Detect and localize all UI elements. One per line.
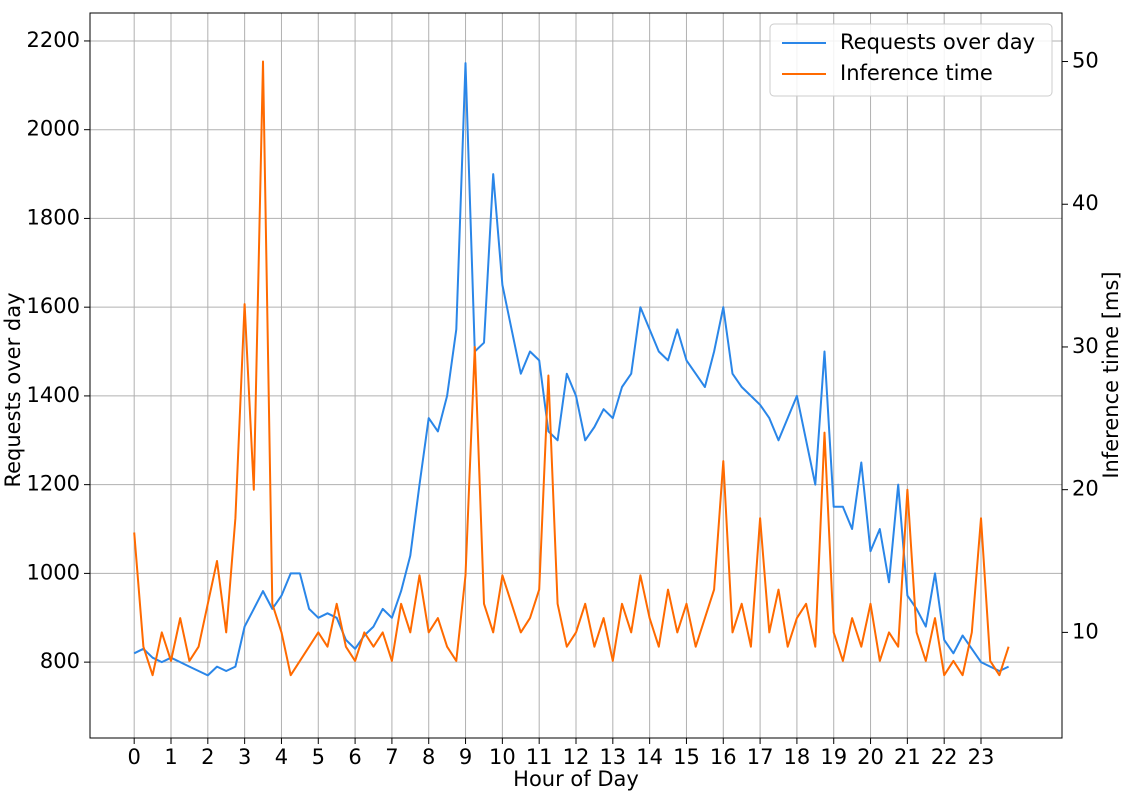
x-tick-label: 13 xyxy=(599,745,626,769)
x-tick-label: 2 xyxy=(201,745,214,769)
x-tick-label: 21 xyxy=(894,745,921,769)
x-tick-label: 4 xyxy=(275,745,288,769)
x-tick-label: 16 xyxy=(710,745,737,769)
x-tick-label: 3 xyxy=(238,745,251,769)
y2-tick-label: 40 xyxy=(1072,191,1099,215)
x-tick-label: 12 xyxy=(563,745,590,769)
y2-tick-label: 50 xyxy=(1072,49,1099,73)
x-tick-label: 1 xyxy=(164,745,177,769)
x-tick-label: 0 xyxy=(127,745,140,769)
y2-tick-label: 30 xyxy=(1072,334,1099,358)
y-axis-label: Requests over day xyxy=(1,292,25,487)
x-tick-label: 15 xyxy=(673,745,700,769)
y-tick-label: 1400 xyxy=(27,383,80,407)
x-tick-label: 7 xyxy=(385,745,398,769)
y-tick-label: 1600 xyxy=(27,294,80,318)
x-tick-label: 18 xyxy=(784,745,811,769)
y2-tick-label: 10 xyxy=(1072,619,1099,643)
x-tick-label: 17 xyxy=(747,745,774,769)
x-tick-label: 8 xyxy=(422,745,435,769)
x-tick-label: 9 xyxy=(459,745,472,769)
series-line xyxy=(133,60,1010,677)
x-tick-label: 19 xyxy=(820,745,847,769)
x-tick-label: 14 xyxy=(636,745,663,769)
x-tick-label: 6 xyxy=(348,745,361,769)
y-tick-label: 1200 xyxy=(27,472,80,496)
x-tick-label: 5 xyxy=(312,745,325,769)
legend-box xyxy=(769,23,1053,97)
legend-label: Requests over day xyxy=(840,30,1035,54)
x-tick-label: 23 xyxy=(968,745,995,769)
x-axis-label: Hour of Day xyxy=(513,767,639,791)
series-line xyxy=(133,62,1010,677)
legend-label: Inference time xyxy=(840,61,993,85)
y-tick-label: 1000 xyxy=(27,560,80,584)
y-tick-label: 800 xyxy=(40,649,80,673)
y-tick-label: 1800 xyxy=(27,205,80,229)
plot-frame xyxy=(89,12,1063,739)
y2-tick-label: 20 xyxy=(1072,477,1099,501)
x-tick-label: 10 xyxy=(489,745,516,769)
x-tick-label: 22 xyxy=(931,745,958,769)
y2-axis-label: Inference time [ms] xyxy=(1099,271,1123,478)
y-tick-label: 2000 xyxy=(27,117,80,141)
y-tick-label: 2200 xyxy=(27,28,80,52)
x-tick-label: 11 xyxy=(526,745,553,769)
x-tick-label: 20 xyxy=(857,745,884,769)
